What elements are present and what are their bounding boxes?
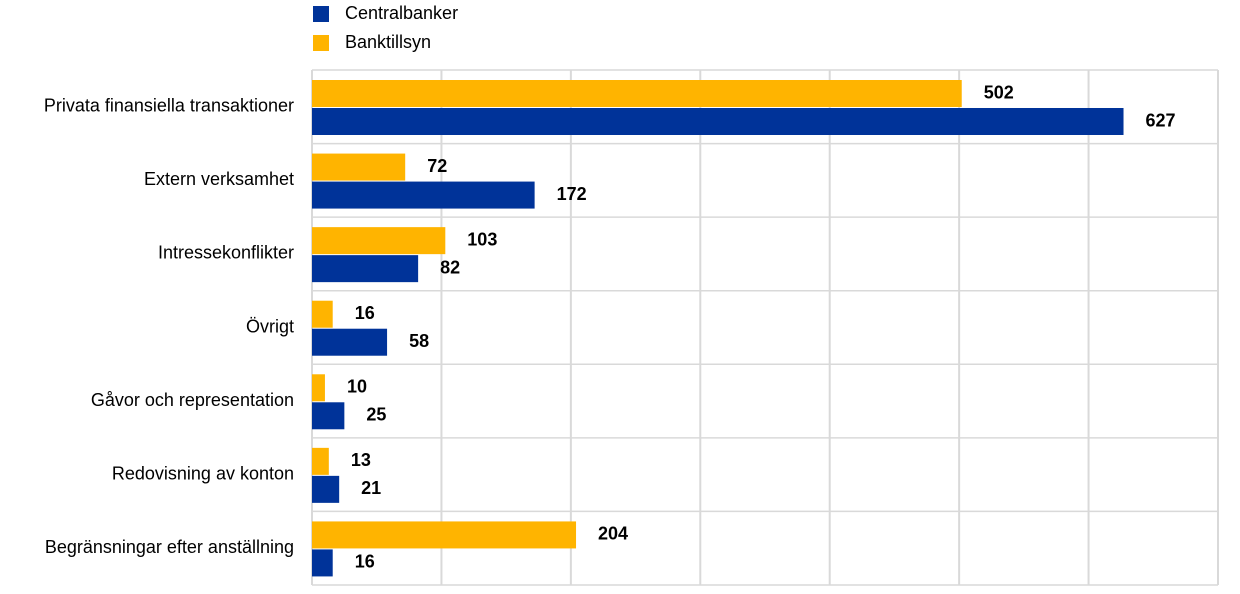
value-label: 16: [355, 552, 375, 572]
value-label: 13: [351, 450, 371, 470]
legend-label: Centralbanker: [345, 3, 458, 23]
bar: [312, 108, 1124, 135]
bar: [312, 80, 962, 107]
bar: [312, 447, 329, 475]
bar: [312, 374, 325, 402]
y-tick-label: Privata finansiella transaktioner: [44, 96, 294, 116]
bar: [312, 402, 345, 430]
y-tick-label: Redovisning av konton: [112, 463, 294, 483]
value-label: 21: [361, 478, 381, 498]
value-label: 72: [427, 156, 447, 176]
bar: [312, 255, 419, 283]
value-label: 627: [1146, 110, 1176, 130]
bar: [312, 521, 577, 549]
legend-swatch: [313, 6, 329, 22]
value-label: 58: [409, 331, 429, 351]
legend-swatch: [313, 35, 329, 51]
bar: [312, 328, 388, 356]
value-label: 172: [557, 184, 587, 204]
y-tick-label: Gåvor och representation: [91, 390, 294, 410]
value-label: 10: [347, 377, 367, 397]
value-label: 103: [467, 229, 497, 249]
bar: [312, 181, 535, 209]
bar: [312, 475, 340, 503]
y-tick-label: Övrigt: [246, 316, 294, 336]
value-label: 16: [355, 303, 375, 323]
y-tick-label: Begränsningar efter anställning: [45, 537, 294, 557]
legend-label: Banktillsyn: [345, 32, 431, 52]
value-label: 204: [598, 524, 628, 544]
value-label: 82: [440, 257, 460, 277]
y-tick-label: Extern verksamhet: [144, 169, 294, 189]
bar: [312, 227, 446, 255]
bar: [312, 153, 406, 181]
bar: [312, 300, 333, 328]
y-tick-label: Intressekonflikter: [158, 243, 294, 263]
value-label: 25: [366, 405, 386, 425]
value-label: 502: [984, 82, 1014, 102]
bar: [312, 549, 333, 577]
